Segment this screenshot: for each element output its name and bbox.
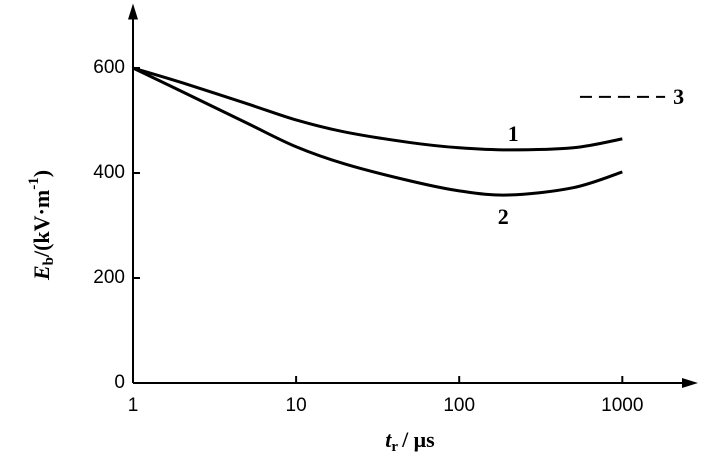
series-label: 2 — [498, 204, 509, 229]
series-label: 1 — [508, 121, 519, 146]
x-label-sub: r — [391, 439, 398, 455]
x-axis-label: tr / μs — [385, 427, 435, 455]
x-tick-label: 10 — [286, 395, 307, 416]
y-label-sub: b — [41, 257, 57, 265]
x-label-rest: / μs — [401, 427, 435, 452]
y-tick-label: 0 — [114, 372, 125, 393]
y-axis-label: Eb/(kV·m-1) — [26, 170, 57, 281]
y-label-sup: -1 — [26, 177, 42, 190]
line — [132, 66, 623, 197]
x-tick-label: 1 — [128, 395, 139, 416]
y-tick-label: 400 — [93, 162, 125, 183]
x-tick-label: 100 — [443, 395, 475, 416]
y-label-rest: /(kV·m — [29, 190, 54, 258]
line — [132, 66, 623, 152]
x-label-main: t — [385, 427, 392, 452]
series-label: 3 — [673, 84, 684, 109]
x-axis-arrow — [682, 378, 698, 388]
y-tick-label: 200 — [93, 267, 125, 288]
x-tick-label: 1000 — [601, 395, 643, 416]
y-axis-arrow — [128, 3, 138, 20]
y-label-main: E — [29, 265, 54, 281]
y-tick-label: 600 — [93, 57, 125, 78]
y-label-end: ) — [29, 170, 54, 177]
